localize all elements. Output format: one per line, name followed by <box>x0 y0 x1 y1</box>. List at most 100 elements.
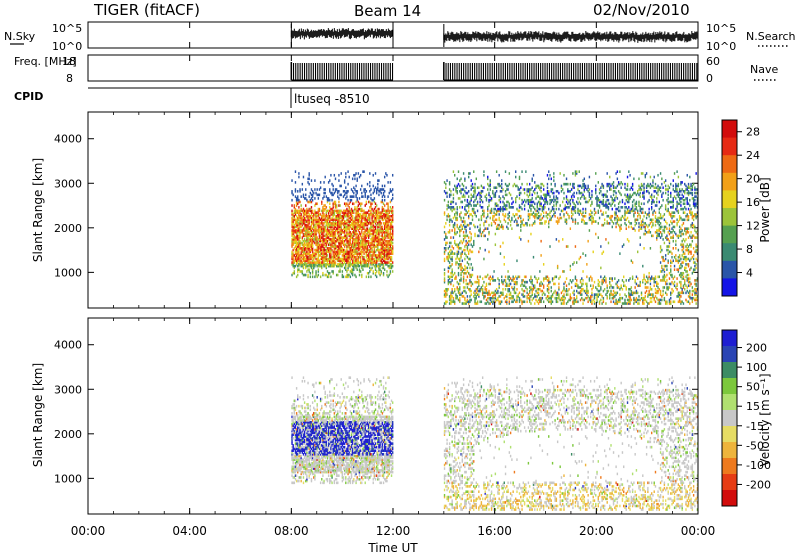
echo-cell <box>464 290 465 293</box>
echo-cell <box>565 290 566 293</box>
echo-cell <box>467 267 468 270</box>
echo-cell <box>341 172 342 175</box>
echo-cell <box>464 245 465 248</box>
echo-cell <box>469 227 470 230</box>
freq-tick-top: 18 <box>62 55 76 68</box>
echo-cell <box>449 229 450 232</box>
echo-cell <box>472 208 473 211</box>
echo-cell <box>551 188 552 191</box>
echo-cell <box>450 219 451 222</box>
echo-cell <box>482 210 483 213</box>
echo-cell <box>501 190 502 193</box>
echo-cell <box>523 219 524 222</box>
echo-cell <box>573 186 574 189</box>
echo-cell <box>468 240 469 243</box>
echo-cell <box>594 220 595 223</box>
echo-cell <box>323 181 324 184</box>
echo-cell <box>464 258 465 261</box>
echo-cell <box>516 208 517 211</box>
echo-cell <box>481 206 482 209</box>
echo-cell <box>534 284 535 287</box>
echo-cell <box>471 263 472 266</box>
echo-cell <box>308 268 309 271</box>
echo-cell <box>563 183 564 186</box>
echo-cell <box>553 204 554 207</box>
echo-cell <box>509 297 510 300</box>
echo-cell <box>532 279 533 282</box>
echo-cell <box>526 188 527 191</box>
echo-cell <box>448 288 449 291</box>
echo-cell <box>457 211 458 214</box>
echo-cell <box>546 220 547 223</box>
echo-cell <box>544 277 545 280</box>
echo-cell <box>384 199 385 202</box>
echo-cell <box>471 251 472 254</box>
echo-cell <box>546 276 547 279</box>
echo-cell <box>300 213 301 216</box>
echo-cell <box>392 270 393 273</box>
echo-cell <box>521 293 522 296</box>
echo-cell <box>464 226 465 229</box>
echo-cell <box>457 261 458 264</box>
echo-cell <box>448 279 449 282</box>
echo-cell <box>573 290 574 293</box>
echo-cell <box>542 206 543 209</box>
echo-cell <box>580 185 581 188</box>
echo-cell <box>501 279 502 282</box>
echo-cell <box>457 231 458 234</box>
echo-cell <box>486 283 487 286</box>
echo-cell <box>596 293 597 296</box>
echo-cell <box>535 295 536 298</box>
echo-cell <box>532 213 533 216</box>
echo-cell <box>468 210 469 213</box>
echo-cell <box>577 197 578 200</box>
echo-cell <box>305 194 306 197</box>
echo-cell <box>543 185 544 188</box>
echo-cell <box>585 215 586 218</box>
echo-cell <box>455 243 456 246</box>
echo-cell <box>563 197 564 200</box>
echo-cell <box>538 288 539 291</box>
echo-cell <box>539 297 540 300</box>
freq-panel: Freq. [MHz] 18 8 60 0 Nave <box>14 55 778 85</box>
echo-cell <box>468 283 469 286</box>
echo-cell <box>469 267 470 270</box>
echo-cell <box>462 183 463 186</box>
echo-cell <box>498 183 499 186</box>
echo-cell <box>595 233 596 236</box>
echo-cell <box>462 251 463 254</box>
echo-cell <box>524 208 525 211</box>
echo-cell <box>532 299 533 302</box>
echo-cell <box>469 274 470 277</box>
echo-cell <box>386 174 387 177</box>
echo-cell <box>593 284 594 287</box>
echo-cell <box>579 258 580 261</box>
nsearch-axis-label: N.Search <box>746 30 796 43</box>
echo-cell <box>468 263 469 266</box>
echo-cell <box>451 220 452 223</box>
echo-cell <box>539 215 540 218</box>
echo-cell <box>471 243 472 246</box>
echo-cell <box>477 201 478 204</box>
echo-cell <box>493 279 494 282</box>
echo-cell <box>490 283 491 286</box>
echo-cell <box>543 284 544 287</box>
echo-cell <box>453 188 454 191</box>
echo-cell <box>465 229 466 232</box>
echo-cell <box>594 281 595 284</box>
echo-cell <box>312 199 313 202</box>
echo-cell <box>551 295 552 298</box>
echo-cell <box>548 277 549 280</box>
echo-cell <box>367 183 368 186</box>
echo-cell <box>488 302 489 305</box>
echo-cell <box>587 240 588 243</box>
echo-cell <box>529 183 530 186</box>
echo-cell <box>479 276 480 279</box>
echo-cell <box>450 249 451 252</box>
echo-cell <box>474 293 475 296</box>
echo-cell <box>305 204 306 207</box>
echo-cell <box>392 210 393 213</box>
echo-cell <box>512 276 513 279</box>
echo-cell <box>529 213 530 216</box>
echo-cell <box>566 206 567 209</box>
